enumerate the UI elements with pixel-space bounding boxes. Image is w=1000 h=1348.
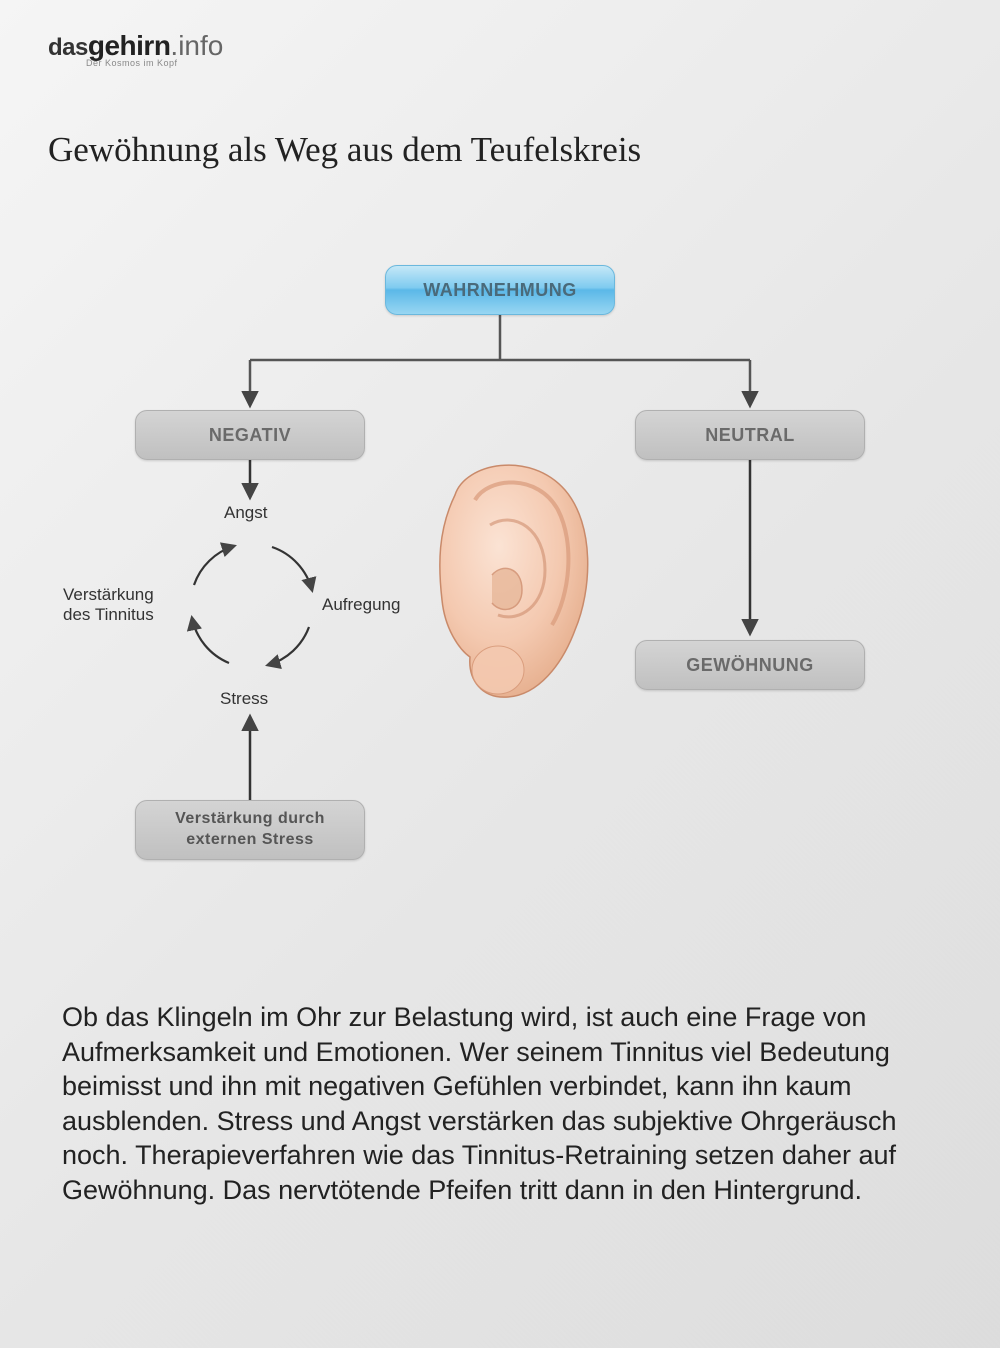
node-neutral: NEUTRAL — [635, 410, 865, 460]
flowchart-diagram: WAHRNEHMUNG NEGATIV NEUTRAL GEWÖHNUNG Ve… — [0, 265, 1000, 965]
cycle-label-aufregung: Aufregung — [322, 595, 400, 615]
logo-part2: gehirn — [88, 30, 171, 61]
site-logo: dasgehirn.info Der Kosmos im Kopf — [48, 30, 223, 68]
cycle-label-verstaerkung-tinnitus: Verstärkung des Tinnitus — [63, 585, 154, 626]
node-label: Verstärkung durch externen Stress — [175, 809, 325, 851]
node-negativ: NEGATIV — [135, 410, 365, 460]
cycle-label-angst: Angst — [224, 503, 267, 523]
node-label: GEWÖHNUNG — [686, 655, 814, 676]
logo-part1: das — [48, 34, 88, 61]
node-label: NEUTRAL — [705, 425, 795, 446]
node-label: NEGATIV — [209, 425, 291, 446]
page-title: Gewöhnung als Weg aus dem Teufelskreis — [48, 130, 641, 170]
node-label: WAHRNEHMUNG — [423, 280, 577, 301]
body-paragraph: Ob das Klingeln im Ohr zur Belastung wir… — [62, 1000, 938, 1207]
node-gewoehnung: GEWÖHNUNG — [635, 640, 865, 690]
cycle-label-stress: Stress — [220, 689, 268, 709]
logo-part3: .info — [170, 30, 223, 61]
node-verstaerkung-extern: Verstärkung durch externen Stress — [135, 800, 365, 860]
ear-illustration — [420, 455, 600, 705]
node-wahrnehmung: WAHRNEHMUNG — [385, 265, 615, 315]
